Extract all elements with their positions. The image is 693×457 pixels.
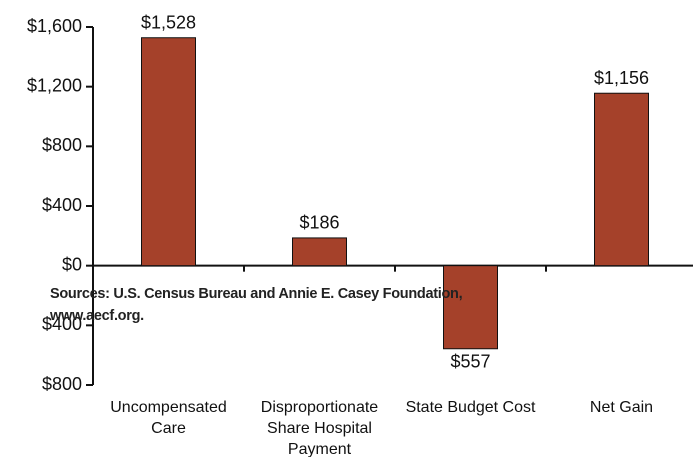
source-note: Sources: U.S. Census Bureau and Annie E.… xyxy=(50,286,463,324)
value-label: $186 xyxy=(299,213,339,233)
value-label: $1,528 xyxy=(141,12,196,32)
y-tick-label: $800 xyxy=(42,374,82,394)
y-tick-label: $1,200 xyxy=(27,75,82,95)
bar xyxy=(594,92,649,267)
y-tick-label: $0 xyxy=(62,254,82,274)
y-tick-label: $800 xyxy=(42,135,82,155)
x-tick-label: State Budget Cost xyxy=(405,399,536,416)
bar xyxy=(141,37,196,267)
x-tick-label: Disproportionate Share Hospital Payment xyxy=(260,399,379,457)
bar xyxy=(443,265,498,350)
value-label: $1,156 xyxy=(594,68,649,88)
x-tick-label: Uncompensated Care xyxy=(110,399,227,437)
bar xyxy=(292,237,347,267)
x-tick-label: Net Gain xyxy=(589,399,654,416)
y-tick-label: $400 xyxy=(42,314,82,334)
y-tick-label: $1,600 xyxy=(27,16,82,36)
y-tick-label: $400 xyxy=(42,195,82,215)
value-label: $557 xyxy=(450,352,490,372)
